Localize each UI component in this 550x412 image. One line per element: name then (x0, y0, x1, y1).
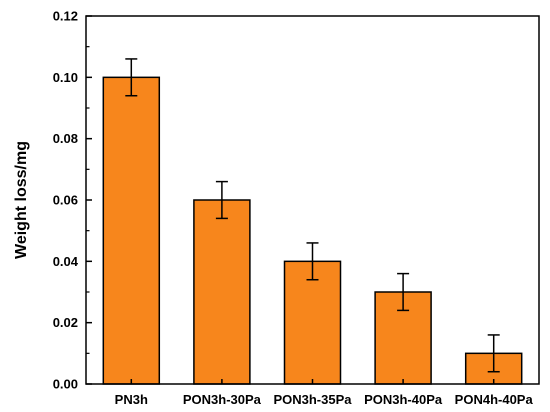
errorbars-layer (125, 58, 500, 373)
y-tick-label-4: 0.08 (53, 131, 78, 146)
x-tick-label-0: PN3h (115, 392, 148, 407)
y-tick-label-3: 0.06 (53, 193, 78, 208)
y-tick-label-1: 0.02 (53, 315, 78, 330)
y-axis-title: Weight loss/mg (13, 141, 30, 259)
x-axis: PN3h PON3h-30Pa PON3h-35Pa PON3h-40Pa PON4h-… (115, 379, 534, 407)
bars-layer (102, 76, 523, 385)
bar-0 (102, 76, 161, 385)
x-tick-label-1: PON3h-30Pa (183, 392, 262, 407)
y-tick-label-0: 0.00 (53, 377, 78, 392)
y-axis: 0.00 0.02 0.04 0.06 0.08 0.10 0.12 (53, 9, 92, 392)
y-tick-label-2: 0.04 (53, 254, 79, 269)
bar-1 (193, 199, 251, 385)
x-tick-label-3: PON3h-40Pa (364, 392, 443, 407)
y-tick-label-6: 0.12 (53, 9, 78, 24)
x-tick-label-4: PON4h-40Pa (455, 392, 534, 407)
bar-2 (283, 260, 342, 385)
y-tick-label-5: 0.10 (53, 70, 78, 85)
x-tick-label-2: PON3h-35Pa (273, 392, 352, 407)
